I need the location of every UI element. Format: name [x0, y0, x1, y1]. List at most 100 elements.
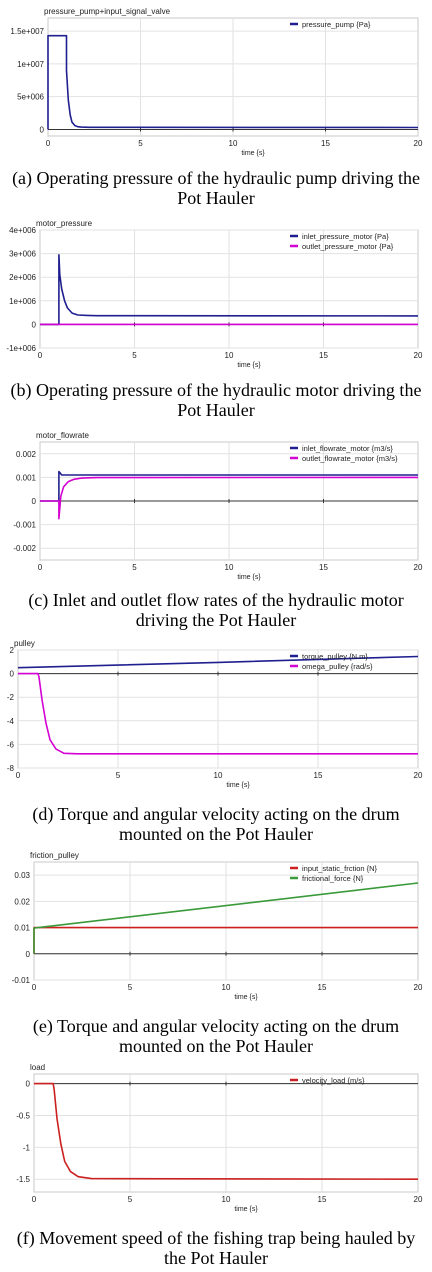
legend-label: velocity_load {m/s} — [302, 1076, 365, 1085]
y-tick-label: -2 — [7, 693, 15, 702]
legend-label: inlet_flowrate_motor {m3/s} — [302, 444, 393, 453]
y-tick-label: 0.02 — [14, 897, 30, 906]
legend-label: pressure_pump {Pa} — [302, 20, 371, 29]
x-tick-label: 5 — [128, 1195, 133, 1204]
series-line-0 — [34, 1082, 419, 1180]
series-line-1 — [40, 476, 419, 520]
caption-e: (e) Torque and angular velocity acting o… — [32, 1016, 400, 1056]
y-tick-label: 0.03 — [14, 871, 30, 880]
x-tick-label: 5 — [132, 351, 137, 360]
y-tick-label: 0 — [32, 497, 37, 506]
y-tick-label: 4e+006 — [9, 226, 36, 235]
x-tick-label: 0 — [38, 563, 43, 572]
y-tick-label: 2 — [10, 646, 15, 655]
x-tick-label: 10 — [225, 351, 234, 360]
y-tick-label: 0 — [40, 125, 45, 134]
series-line-0 — [47, 34, 419, 130]
series-line-0 — [40, 254, 419, 326]
y-tick-label: 1.5e+007 — [10, 27, 44, 36]
chart-panel-0: pressure_pump+input_signal_valve 0 5e+006 1… — [10, 7, 423, 157]
x-tick-label: 20 — [414, 771, 423, 780]
caption-a: (a) Operating pressure of the hydraulic … — [12, 168, 420, 208]
chart-panel-5: load -1.5 -1 -0.5 0 0 5 10 15 20 time {s} velocity_… — [16, 1063, 423, 1213]
y-tick-label: 1e+007 — [17, 60, 44, 69]
y-tick-label: -0.01 — [12, 976, 31, 985]
chart-title: load — [30, 1063, 45, 1072]
y-tick-label: 0 — [26, 950, 31, 959]
series-line-1 — [33, 882, 419, 954]
y-tick-label: 3e+006 — [9, 250, 36, 259]
x-axis-label: time {s} — [237, 362, 261, 369]
x-tick-label: 10 — [214, 771, 223, 780]
x-tick-label: 15 — [314, 771, 323, 780]
chart-panel-1: motor_pressure-1e+00601e+0062e+0063e+006… — [6, 219, 423, 369]
y-tick-label: -1 — [23, 1143, 31, 1152]
x-tick-label: 20 — [414, 351, 423, 360]
y-tick-label: 0 — [26, 1080, 31, 1089]
y-tick-label: 2e+006 — [9, 273, 36, 282]
x-axis-label: time {s} — [237, 574, 261, 581]
x-axis-label: time {s} — [226, 782, 250, 789]
chart-title: motor_pressure — [36, 219, 93, 228]
legend-label: omega_pulley {rad/s} — [302, 662, 373, 671]
y-tick-label: 0.001 — [16, 473, 37, 482]
x-tick-label: 15 — [321, 139, 330, 148]
caption-f: (f) Movement speed of the fishing trap b… — [16, 1228, 416, 1268]
x-tick-label: 20 — [414, 139, 423, 148]
x-tick-label: 5 — [128, 983, 133, 992]
x-tick-label: 15 — [318, 1195, 327, 1204]
x-tick-label: 15 — [318, 983, 327, 992]
x-tick-label: 0 — [16, 771, 21, 780]
y-tick-label: -1.5 — [16, 1175, 30, 1184]
chart-title: motor_flowrate — [36, 431, 89, 440]
y-tick-label: -0.002 — [13, 544, 36, 553]
y-tick-label: 0.01 — [14, 924, 30, 933]
x-tick-label: 0 — [32, 1195, 37, 1204]
x-axis-label: time {s} — [234, 1206, 258, 1213]
x-tick-label: 0 — [32, 983, 37, 992]
chart-panel-2: motor_flowrate -0.002 -0.001 0 0.001 0.002 0 5 1… — [13, 431, 423, 581]
caption-d: (d) Torque and angular velocity acting o… — [32, 804, 400, 844]
legend-label: outlet_flowrate_motor {m3/s} — [302, 454, 398, 463]
x-tick-label: 10 — [225, 563, 234, 572]
x-tick-label: 0 — [38, 351, 43, 360]
x-tick-label: 5 — [116, 771, 121, 780]
y-tick-label: -8 — [7, 764, 15, 773]
x-tick-label: 20 — [414, 1195, 423, 1204]
y-tick-label: -1e+006 — [6, 344, 36, 353]
x-tick-label: 10 — [229, 139, 238, 148]
x-tick-label: 10 — [222, 1195, 231, 1204]
x-tick-label: 20 — [414, 563, 423, 572]
x-tick-label: 10 — [222, 983, 231, 992]
chart-title: pressure_pump+input_signal_valve — [44, 7, 171, 16]
y-tick-label: -6 — [7, 740, 15, 749]
legend-label: torque_pulley {N.m} — [302, 652, 368, 661]
series-line-0 — [17, 655, 419, 669]
x-tick-label: 5 — [138, 139, 143, 148]
y-tick-label: 5e+006 — [17, 93, 44, 102]
x-tick-label: 5 — [132, 563, 137, 572]
legend-label: input_static_frction {N} — [302, 864, 378, 873]
chart-title: pulley — [14, 639, 35, 648]
series-line-1 — [18, 672, 418, 755]
x-tick-label: 20 — [414, 983, 423, 992]
y-tick-label: 0 — [32, 320, 37, 329]
caption-c: (c) Inlet and outlet flow rates of the h… — [28, 590, 404, 630]
x-tick-label: 0 — [46, 139, 51, 148]
y-tick-label: 1e+006 — [9, 297, 36, 306]
legend-label: outlet_pressure_motor {Pa} — [302, 242, 394, 251]
y-tick-label: -0.001 — [13, 521, 36, 530]
x-axis-label: time {s} — [234, 994, 258, 1001]
x-tick-label: 15 — [319, 351, 328, 360]
x-tick-label: 15 — [319, 563, 328, 572]
legend-label: frictional_force {N} — [302, 874, 364, 883]
legend-label: inlet_pressure_motor {Pa} — [302, 232, 389, 241]
chart-title: friction_pulley — [30, 851, 79, 860]
y-tick-label: 0.002 — [16, 450, 37, 459]
caption-b: (b) Operating pressure of the hydraulic … — [10, 380, 422, 420]
y-tick-label: 0 — [10, 670, 15, 679]
x-axis-label: time {s} — [241, 150, 265, 157]
